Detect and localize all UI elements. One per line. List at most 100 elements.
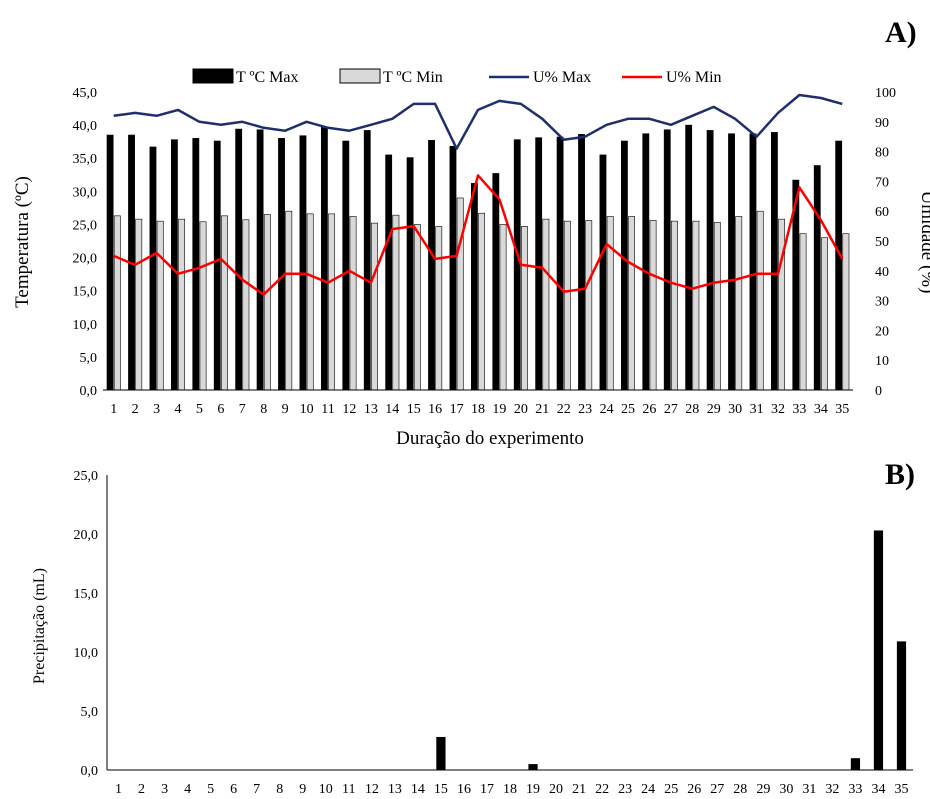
panel-a-xtick: 15 bbox=[407, 402, 421, 417]
panel-a-xtick: 5 bbox=[196, 402, 203, 417]
tmin-bar bbox=[413, 224, 421, 391]
panel-a-xtick: 29 bbox=[707, 402, 721, 417]
tmin-bar bbox=[649, 220, 657, 391]
tmax-bar bbox=[599, 154, 607, 391]
tmin-bar bbox=[263, 214, 271, 391]
panel-a-xtick: 18 bbox=[471, 402, 485, 417]
panel-a-xtick: 13 bbox=[364, 402, 378, 417]
tmin-bar bbox=[456, 197, 464, 391]
panel-a-xtick: 1 bbox=[110, 402, 117, 417]
panel-b-xtick: 4 bbox=[184, 782, 191, 797]
legend-label-tmax: T ºC Max bbox=[236, 69, 298, 86]
tmin-bar bbox=[628, 216, 636, 391]
panel-a-xtick: 17 bbox=[450, 402, 464, 417]
tmin-bar bbox=[199, 221, 207, 391]
panel-a-xtick: 2 bbox=[132, 402, 139, 417]
panel-b-ytick: 10,0 bbox=[74, 646, 99, 661]
panel-b-xtick: 1 bbox=[115, 782, 122, 797]
tmin-bar bbox=[499, 224, 507, 391]
panel-a-xtick: 12 bbox=[342, 402, 356, 417]
legend-label-umax: U% Max bbox=[533, 69, 591, 86]
panel-a-ylabel: Temperatura (ºC) bbox=[12, 176, 33, 308]
panel-a-plot: 0,0 5,0 10,0 15,0 20,0 25,0 30,0 35,0 40,0 45,0 0 1… bbox=[73, 86, 897, 417]
panel-a-xtick: 10 bbox=[300, 402, 314, 417]
umax-line bbox=[113, 93, 843, 150]
tmin-bar bbox=[585, 220, 593, 391]
panel-b-xtick: 12 bbox=[365, 782, 379, 797]
tmin-bar bbox=[756, 210, 764, 391]
tmax-bar bbox=[620, 140, 628, 391]
panel-a-ytick: 20,0 bbox=[73, 252, 98, 267]
panel-a-y2label: Umidade (%) bbox=[917, 191, 930, 294]
panel-b-label: B) bbox=[885, 458, 915, 491]
tmin-bar bbox=[306, 213, 314, 391]
panel-b-xtick: 16 bbox=[457, 782, 471, 797]
panel-a-ytick: 5,0 bbox=[80, 351, 98, 366]
tmax-bar bbox=[535, 137, 543, 391]
panel-a-ytick: 0,0 bbox=[80, 384, 98, 399]
panel-b-ytick: 0,0 bbox=[81, 764, 99, 779]
panel-b-xtick: 11 bbox=[342, 782, 355, 797]
panel-b-ytick: 25,0 bbox=[74, 469, 99, 484]
panel-b-xtick: 27 bbox=[710, 782, 724, 797]
panel-a-xtick: 19 bbox=[492, 402, 506, 417]
panel-a-xtick: 24 bbox=[600, 402, 614, 417]
panel-a-ytick: 45,0 bbox=[73, 86, 98, 101]
panel-a-xtick: 9 bbox=[282, 402, 289, 417]
panel-a-ytick: 35,0 bbox=[73, 152, 98, 167]
panel-a-xtick: 11 bbox=[321, 402, 334, 417]
tmin-bar bbox=[371, 222, 378, 391]
panel-a-xtick: 20 bbox=[514, 402, 528, 417]
tmax-bar bbox=[213, 140, 221, 391]
panel-b-xtick: 34 bbox=[871, 782, 885, 797]
tmin-bar bbox=[113, 215, 121, 391]
tmin-bar bbox=[606, 216, 614, 391]
tmax-bar bbox=[320, 126, 328, 391]
panel-a-y2tick: 20 bbox=[875, 324, 889, 339]
precip-bar bbox=[896, 641, 907, 770]
panel-a-y2tick: 60 bbox=[875, 205, 889, 220]
tmax-bar bbox=[813, 165, 821, 391]
panel-a-ytick: 10,0 bbox=[73, 318, 98, 333]
panel-b-xtick: 18 bbox=[503, 782, 517, 797]
panel-a-xtick: 4 bbox=[175, 402, 182, 417]
tmax-bar bbox=[492, 173, 500, 391]
panel-a-xtick: 26 bbox=[642, 402, 656, 417]
panel-b-xtick: 15 bbox=[434, 782, 448, 797]
precip-bar bbox=[850, 758, 861, 770]
panel-b-xtick: 33 bbox=[848, 782, 862, 797]
tmax-bar bbox=[149, 146, 157, 391]
umin-line bbox=[113, 174, 844, 296]
tmin-bar bbox=[242, 219, 250, 391]
precip-bar bbox=[528, 764, 538, 770]
panel-a-y2tick: 100 bbox=[875, 86, 896, 101]
tmin-bar bbox=[392, 214, 400, 391]
panel-b-xtick: 13 bbox=[388, 782, 402, 797]
tmax-bar bbox=[770, 132, 778, 391]
panel-b-xtick: 24 bbox=[641, 782, 655, 797]
panel-b-xtick: 22 bbox=[595, 782, 609, 797]
tmax-bar bbox=[685, 124, 693, 391]
legend-label-tmin: T ºC Min bbox=[383, 69, 443, 86]
panel-b-xtick: 10 bbox=[319, 782, 333, 797]
tmin-bar bbox=[713, 222, 721, 391]
tmax-bar bbox=[556, 136, 564, 391]
panel-a-xtick: 3 bbox=[153, 402, 160, 417]
tmin-bar bbox=[735, 216, 743, 391]
panel-b-xtick: 35 bbox=[894, 782, 908, 797]
panel-a-xtick: 14 bbox=[385, 402, 399, 417]
panel-a-xtick: 23 bbox=[578, 402, 592, 417]
panel-b-xtick: 3 bbox=[161, 782, 168, 797]
panel-b-xtick: 6 bbox=[230, 782, 237, 797]
panel-b-xtick: 30 bbox=[779, 782, 793, 797]
panel-a-label: A) bbox=[885, 16, 917, 49]
tmin-bar bbox=[799, 233, 807, 391]
tmax-bar bbox=[513, 139, 521, 391]
panel-a-xtick: 33 bbox=[792, 402, 806, 417]
panel-b-xtick: 32 bbox=[825, 782, 839, 797]
panel-a-y2tick: 90 bbox=[875, 116, 889, 131]
panel-a-ytick: 30,0 bbox=[73, 185, 98, 200]
panel-b-xtick: 21 bbox=[572, 782, 586, 797]
legend-swatch-tmax bbox=[192, 68, 234, 84]
